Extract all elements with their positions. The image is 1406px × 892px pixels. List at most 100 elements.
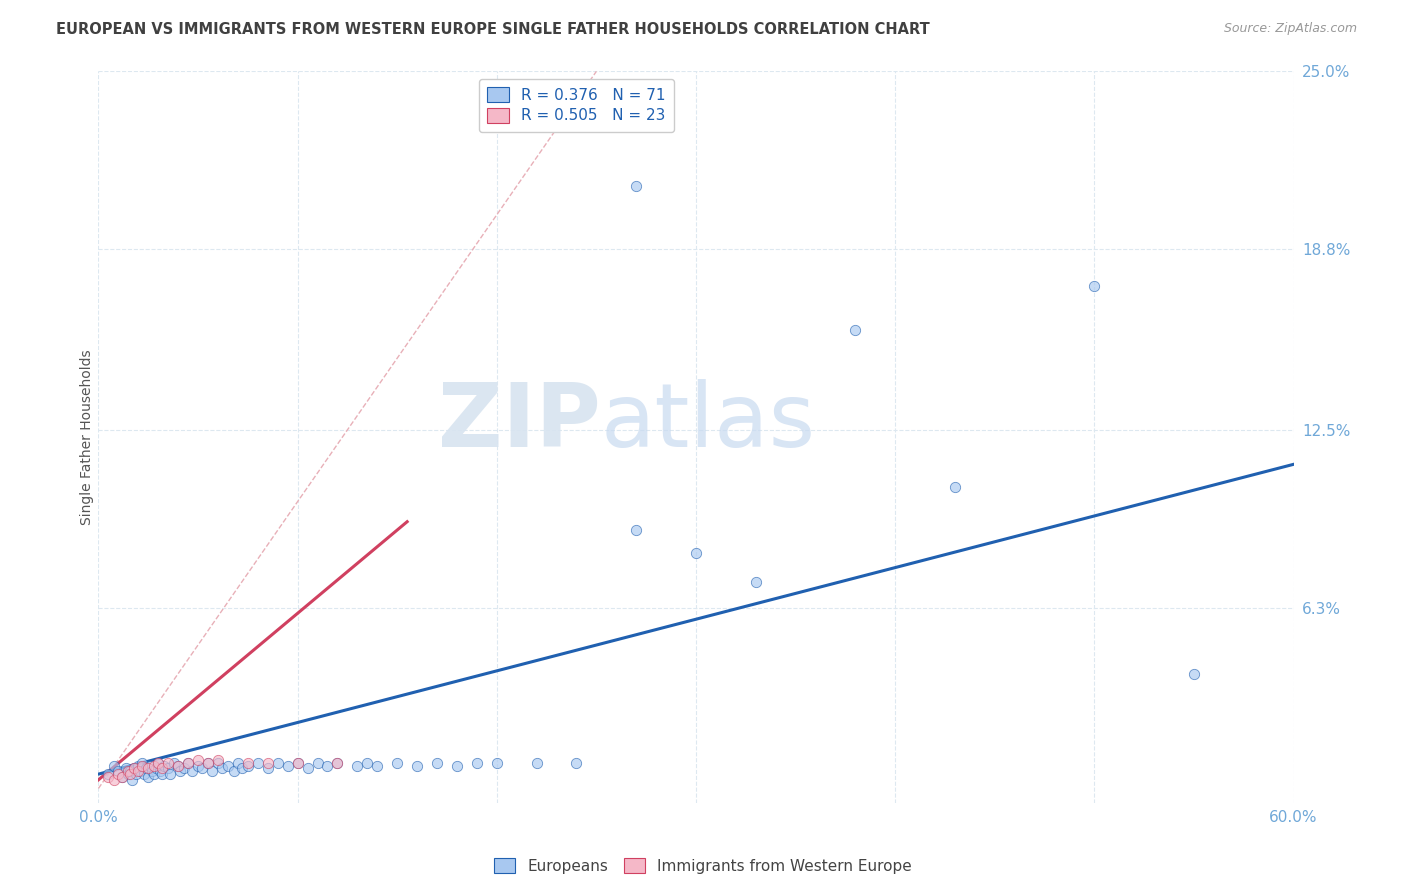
Point <box>169 764 191 779</box>
Point <box>943 480 966 494</box>
Text: EUROPEAN VS IMMIGRANTS FROM WESTERN EUROPE SINGLE FATHER HOUSEHOLDS CORRELATION : EUROPEAN VS IMMIGRANTS FROM WESTERN EURO… <box>56 22 929 37</box>
Point <box>143 758 166 772</box>
Point <box>626 524 648 538</box>
Point <box>131 758 153 772</box>
Point <box>326 756 349 770</box>
Point <box>124 761 146 775</box>
Point <box>446 758 468 772</box>
Point <box>236 758 259 772</box>
Point <box>107 764 129 779</box>
Point <box>177 756 200 770</box>
Point <box>177 756 200 770</box>
Point <box>211 761 233 775</box>
Point <box>406 758 429 772</box>
Point <box>277 758 299 772</box>
Point <box>117 764 139 779</box>
Point <box>167 758 190 772</box>
Point <box>465 756 488 770</box>
Point <box>153 758 176 772</box>
Point <box>117 767 139 781</box>
Text: atlas: atlas <box>600 379 815 466</box>
Point <box>115 761 138 775</box>
Point <box>131 756 153 770</box>
Point <box>181 764 204 779</box>
Point <box>356 756 378 770</box>
Point <box>167 758 190 772</box>
Point <box>565 756 588 770</box>
Point <box>197 756 219 770</box>
Point <box>366 758 388 772</box>
Point <box>316 758 339 772</box>
Point <box>103 772 125 787</box>
Point <box>385 756 409 770</box>
Y-axis label: Single Father Households: Single Father Households <box>80 350 94 524</box>
Point <box>217 758 239 772</box>
Point <box>149 764 172 779</box>
Point <box>187 753 209 767</box>
Point <box>485 756 508 770</box>
Point <box>246 756 269 770</box>
Point <box>307 756 329 770</box>
Point <box>197 756 219 770</box>
Point <box>148 756 170 770</box>
Point <box>111 770 134 784</box>
Point <box>346 758 368 772</box>
Point <box>191 761 214 775</box>
Point <box>297 761 319 775</box>
Text: ZIP: ZIP <box>437 379 600 466</box>
Point <box>222 764 245 779</box>
Point <box>187 758 209 772</box>
Point <box>201 764 224 779</box>
Point <box>157 756 180 770</box>
Point <box>111 770 134 784</box>
Point <box>107 767 129 781</box>
Point <box>150 761 173 775</box>
Point <box>326 756 349 770</box>
Point <box>97 767 120 781</box>
Point <box>626 179 648 194</box>
Text: Source: ZipAtlas.com: Source: ZipAtlas.com <box>1223 22 1357 36</box>
Point <box>526 756 548 770</box>
Point <box>157 761 180 775</box>
Legend: R = 0.376   N = 71, R = 0.505   N = 23: R = 0.376 N = 71, R = 0.505 N = 23 <box>479 78 673 132</box>
Point <box>97 770 120 784</box>
Point <box>121 772 143 787</box>
Point <box>287 756 309 770</box>
Point <box>1083 279 1105 293</box>
Point <box>135 761 157 775</box>
Point <box>267 756 290 770</box>
Point <box>207 756 229 770</box>
Point <box>134 767 156 781</box>
Point <box>844 322 866 336</box>
Point <box>143 767 166 781</box>
Point <box>207 753 229 767</box>
Point <box>745 574 768 589</box>
Point <box>256 756 278 770</box>
Point <box>136 761 159 775</box>
Point <box>685 546 707 560</box>
Legend: Europeans, Immigrants from Western Europe: Europeans, Immigrants from Western Europ… <box>488 852 918 880</box>
Point <box>236 756 259 770</box>
Point <box>136 770 159 784</box>
Point <box>139 758 162 772</box>
Point <box>129 764 152 779</box>
Point <box>150 767 173 781</box>
Point <box>103 758 125 772</box>
Point <box>226 756 249 770</box>
Point <box>141 764 163 779</box>
Point <box>120 764 142 779</box>
Point <box>120 767 142 781</box>
Point <box>287 756 309 770</box>
Point <box>159 767 181 781</box>
Point <box>124 761 146 775</box>
Point <box>256 761 278 775</box>
Point <box>1182 666 1205 681</box>
Point <box>173 761 195 775</box>
Point <box>426 756 449 770</box>
Point <box>145 761 167 775</box>
Point <box>163 756 186 770</box>
Point <box>125 767 148 781</box>
Point <box>127 764 149 779</box>
Point <box>231 761 253 775</box>
Point <box>127 758 149 772</box>
